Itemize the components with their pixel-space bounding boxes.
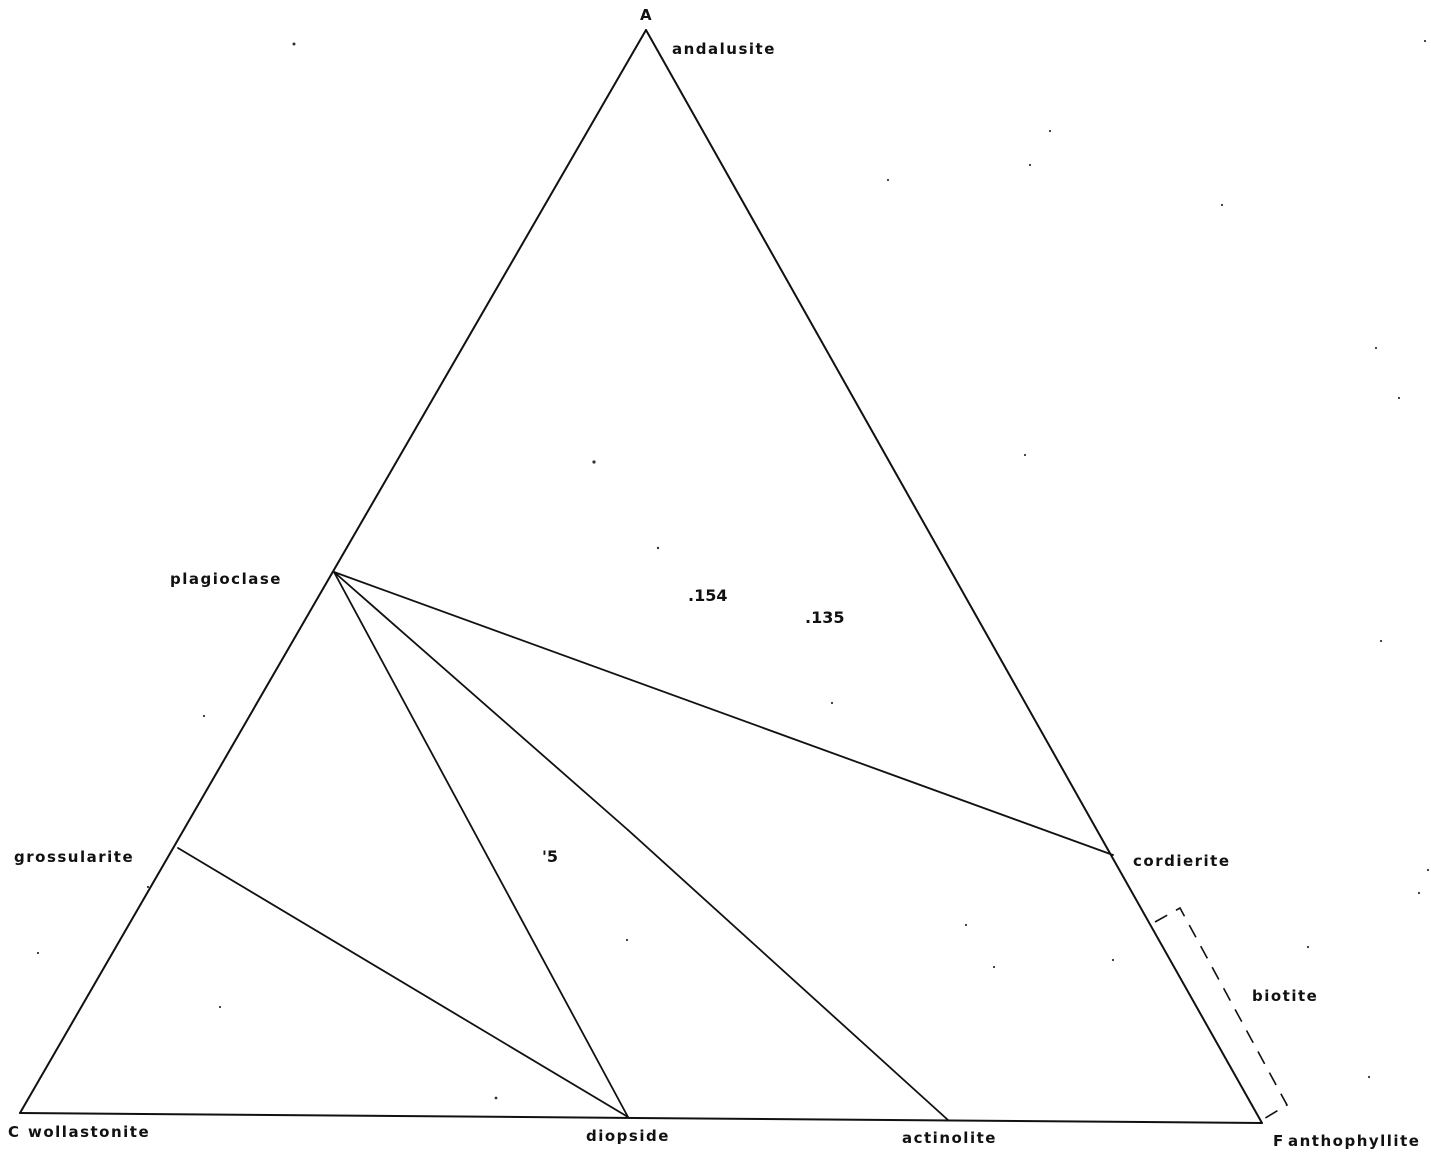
vertex-label-a: A [640,6,653,24]
tie-line-plagioclase-actinolite-2 [627,829,949,1121]
label-actinolite: actinolite [902,1129,997,1147]
vertex-label-c: C [8,1123,21,1141]
tie-line-plagioclase-cordierite [333,571,1114,856]
tie-line-plagioclase-diopside [333,571,629,1118]
sample-label-154: .154 [688,586,727,605]
label-grossularite: grossularite [14,848,134,866]
label-cordierite: cordierite [1133,852,1231,870]
biotite-field-outline [1154,906,1289,1121]
label-plagioclase: plagioclase [170,570,282,588]
label-diopside: diopside [586,1127,670,1145]
label-biotite: biotite [1252,987,1318,1005]
triangle-edge-a-f [645,29,1263,1124]
tie-line-plagioclase-actinolite [333,571,629,831]
triangle-edge-a-c [19,29,647,1114]
label-andalusite: andalusite [672,40,776,58]
triangle-edge-c-f [19,1112,1263,1124]
sample-label-135: .135 [805,608,844,627]
label-wollastonite: wollastonite [28,1123,150,1141]
tie-line-grossularite-diopside [177,847,629,1118]
vertex-label-f: F [1273,1132,1285,1150]
scan-speckles [36,39,1430,1100]
label-anthophyllite: anthophyllite [1288,1132,1420,1150]
sample-label-5: '5 [542,847,558,866]
